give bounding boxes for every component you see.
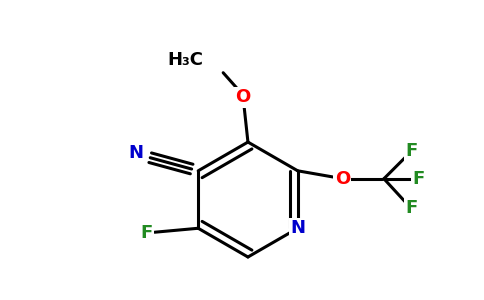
Text: H₃C: H₃C (167, 51, 203, 69)
Text: F: F (406, 200, 418, 217)
Text: O: O (334, 170, 350, 188)
Text: F: F (406, 142, 418, 160)
Text: F: F (140, 224, 153, 242)
Text: N: N (128, 144, 143, 162)
Text: O: O (235, 88, 251, 106)
Text: N: N (290, 219, 305, 237)
Text: F: F (412, 170, 424, 188)
